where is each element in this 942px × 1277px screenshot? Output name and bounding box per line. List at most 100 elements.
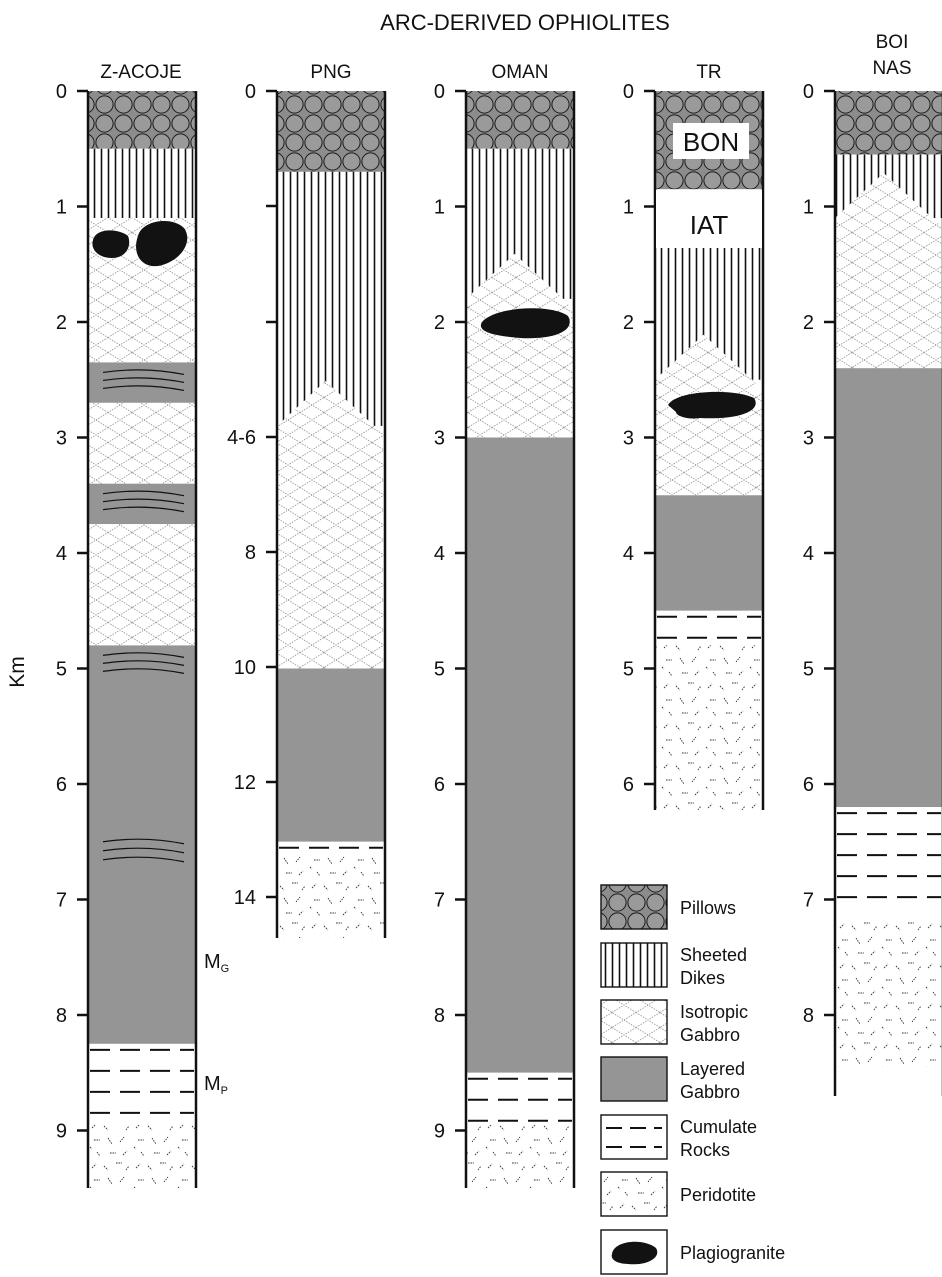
iat-zone bbox=[656, 190, 762, 248]
tick-label: 8 bbox=[434, 1005, 445, 1027]
tick-label: 0 bbox=[56, 81, 67, 103]
layering-line bbox=[102, 506, 185, 513]
tick-label: 1 bbox=[434, 197, 445, 219]
tick-label: 5 bbox=[803, 659, 814, 681]
tick-label: 0 bbox=[434, 81, 445, 103]
plagiogranite-body bbox=[92, 230, 130, 258]
tick-label: 8 bbox=[245, 542, 256, 564]
tick-label: 0 bbox=[803, 81, 814, 103]
tick-label: 2 bbox=[56, 312, 67, 334]
unit-layered-gabbro bbox=[88, 362, 196, 403]
legend-label-isotropic: Isotropic bbox=[680, 1002, 748, 1022]
legend-label-isotropic: Gabbro bbox=[680, 1025, 740, 1045]
column-z-acoje: Z-ACOJE 0 1 2 3 4 5 6 7 8 9 bbox=[56, 62, 198, 1188]
unit-sheeted-dikes bbox=[277, 171, 385, 426]
unit-isotropic-gabbro bbox=[835, 173, 942, 369]
tick-label: 3 bbox=[623, 428, 634, 450]
unit-layered-gabbro bbox=[466, 437, 574, 1073]
tick-label: 4-6 bbox=[227, 427, 256, 449]
unit-isotropic-gabbro bbox=[466, 253, 574, 438]
tick-label: 6 bbox=[434, 774, 445, 796]
tick-label: 8 bbox=[803, 1005, 814, 1027]
tick-label: 2 bbox=[803, 312, 814, 334]
layering-line bbox=[102, 668, 185, 674]
unit-pillows bbox=[835, 91, 942, 155]
tick-label: 5 bbox=[434, 659, 445, 681]
legend-label-cumulate: Cumulate bbox=[680, 1117, 757, 1137]
plagiogranite-body bbox=[136, 221, 188, 267]
tick-label: 4 bbox=[56, 543, 67, 565]
tick-label: 3 bbox=[803, 428, 814, 450]
column-png: PNG 0 4-6 8 10 12 14 bbox=[227, 62, 387, 938]
tick-label: 5 bbox=[623, 659, 634, 681]
layering-line bbox=[102, 838, 185, 845]
legend: Pillows Sheeted Dikes Isotropic Gabbro Layere… bbox=[600, 884, 785, 1275]
tick-label: 12 bbox=[234, 772, 256, 794]
tick-label: 9 bbox=[434, 1121, 445, 1143]
bon-label: BON bbox=[683, 127, 739, 157]
plagiogranite-body bbox=[480, 308, 570, 339]
layering-line bbox=[102, 498, 185, 505]
tick-label: 14 bbox=[234, 887, 256, 909]
unit-peridotite bbox=[655, 645, 763, 810]
unit-layered-gabbro bbox=[655, 495, 763, 611]
column-title-line: NAS bbox=[872, 58, 911, 79]
tick-label: 7 bbox=[434, 890, 445, 912]
unit-isotropic-gabbro bbox=[88, 524, 196, 646]
tick-label: 9 bbox=[56, 1121, 67, 1143]
layering-line bbox=[102, 369, 185, 376]
tick-label: 1 bbox=[56, 197, 67, 219]
bon-label-box bbox=[673, 123, 749, 159]
tick-label: 7 bbox=[56, 890, 67, 912]
unit-layered-gabbro bbox=[88, 645, 196, 1044]
tick-label: 5 bbox=[56, 659, 67, 681]
legend-label-peridotite: Peridotite bbox=[680, 1185, 756, 1205]
tick-label: 4 bbox=[434, 543, 445, 565]
column-title: Z-ACOJE bbox=[100, 62, 181, 83]
unit-isotropic-gabbro bbox=[88, 402, 196, 484]
legend-label-cumulate: Rocks bbox=[680, 1140, 730, 1160]
plagiogranite-body bbox=[668, 391, 756, 419]
column-title-line: BOI bbox=[876, 32, 909, 53]
column-oman: OMAN 0 1 2 3 4 5 6 7 8 9 bbox=[434, 62, 576, 1188]
legend-label-dikes: Dikes bbox=[680, 968, 725, 988]
unit-cumulate-rocks bbox=[835, 807, 942, 917]
legend-label-plagiogranite: Plagiogranite bbox=[680, 1243, 785, 1263]
legend-label-dikes: Sheeted bbox=[680, 945, 747, 965]
layering-line bbox=[102, 385, 185, 392]
layering-line bbox=[102, 490, 185, 497]
moho-subscript: G bbox=[221, 963, 230, 975]
moho-gabbro-label: MG bbox=[204, 951, 229, 975]
moho-peridotite-label: MP bbox=[204, 1073, 228, 1097]
figure-title: ARC-DERIVED OPHIOLITES bbox=[380, 10, 670, 35]
legend-swatch-layered bbox=[600, 1056, 668, 1102]
column-title: OMAN bbox=[492, 62, 549, 83]
legend-swatch-pillows bbox=[600, 884, 668, 930]
unit-pillows bbox=[277, 91, 385, 172]
tick-label: 3 bbox=[56, 428, 67, 450]
unit-layered-gabbro bbox=[277, 668, 385, 842]
tick-label: 6 bbox=[623, 774, 634, 796]
tick-label: 0 bbox=[623, 81, 634, 103]
unit-sheeted-dikes bbox=[88, 148, 196, 219]
tick-label: 4 bbox=[623, 543, 634, 565]
legend-label-pillows: Pillows bbox=[680, 898, 736, 918]
legend-label-layered: Layered bbox=[680, 1059, 745, 1079]
tick-label: 2 bbox=[623, 312, 634, 334]
unit-cumulate-rocks bbox=[466, 1072, 574, 1125]
tick-label: 6 bbox=[56, 774, 67, 796]
iat-label: IAT bbox=[690, 210, 729, 240]
unit-peridotite bbox=[88, 1124, 196, 1188]
tick-label: 4 bbox=[803, 543, 814, 565]
legend-swatch-cumulate bbox=[600, 1114, 668, 1160]
tick-label: 8 bbox=[56, 1005, 67, 1027]
column-title: TR bbox=[696, 62, 721, 83]
layering-line bbox=[102, 377, 185, 384]
tick-label: 3 bbox=[434, 428, 445, 450]
unit-layered-gabbro bbox=[88, 483, 196, 525]
layering-line bbox=[102, 856, 185, 863]
column-boinas: BOI NAS 0 1 2 3 4 5 6 7 8 bbox=[803, 32, 942, 1096]
unit-cumulate-rocks bbox=[88, 1043, 196, 1125]
y-axis-label: Km bbox=[6, 656, 29, 688]
